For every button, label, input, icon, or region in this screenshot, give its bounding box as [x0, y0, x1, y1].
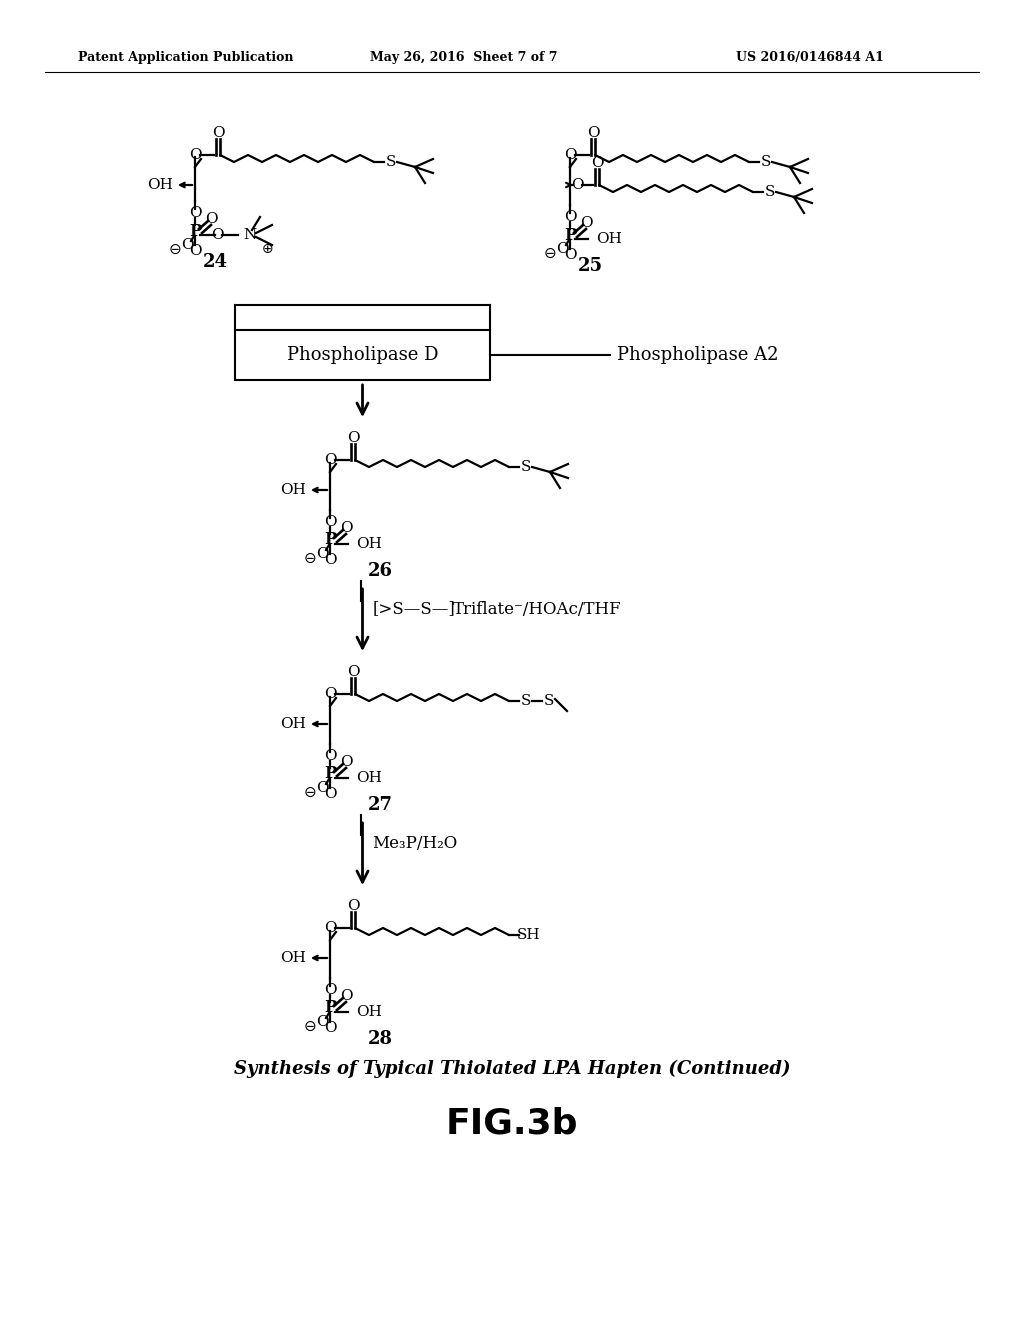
Text: O: O: [212, 125, 224, 140]
Text: O: O: [340, 755, 352, 770]
Text: Phospholipase D: Phospholipase D: [287, 346, 438, 364]
Text: O: O: [591, 156, 603, 170]
Text: O: O: [315, 546, 329, 561]
Text: S: S: [386, 154, 396, 169]
Text: OH: OH: [356, 771, 382, 785]
Text: ⊖: ⊖: [304, 550, 316, 565]
Text: S: S: [544, 694, 554, 708]
Text: O: O: [324, 1020, 336, 1035]
Text: O: O: [324, 921, 336, 935]
Text: O: O: [324, 453, 336, 467]
Text: Synthesis of Typical Thiolated LPA Hapten (Continued): Synthesis of Typical Thiolated LPA Hapte…: [233, 1060, 791, 1078]
Text: P: P: [324, 766, 336, 783]
Text: O: O: [211, 228, 223, 242]
Text: S: S: [765, 185, 775, 199]
Text: O: O: [324, 515, 336, 529]
Text: OH: OH: [356, 537, 382, 550]
Text: 28: 28: [368, 1030, 392, 1048]
Text: S: S: [761, 154, 771, 169]
Text: P: P: [324, 999, 336, 1016]
Text: O: O: [205, 213, 217, 226]
Text: O: O: [587, 125, 599, 140]
Text: O: O: [324, 983, 336, 997]
Text: Me₃P/H₂O: Me₃P/H₂O: [373, 834, 458, 851]
Text: ⊖: ⊖: [169, 242, 181, 256]
Text: S: S: [521, 694, 531, 708]
Text: O: O: [315, 1015, 329, 1030]
Text: ⊖: ⊖: [544, 246, 556, 260]
Text: O: O: [324, 787, 336, 801]
Text: O: O: [570, 178, 584, 191]
Text: OH: OH: [281, 950, 306, 965]
Text: US 2016/0146844 A1: US 2016/0146844 A1: [736, 50, 884, 63]
Text: May 26, 2016  Sheet 7 of 7: May 26, 2016 Sheet 7 of 7: [370, 50, 557, 63]
Text: 27: 27: [368, 796, 392, 814]
Text: Patent Application Publication: Patent Application Publication: [78, 50, 294, 63]
Text: O: O: [188, 206, 202, 220]
Text: N: N: [244, 228, 257, 242]
Text: O: O: [188, 148, 202, 162]
Text: O: O: [315, 781, 329, 795]
Text: Phospholipase A2: Phospholipase A2: [617, 346, 778, 364]
Text: O: O: [347, 899, 359, 913]
Text: O: O: [180, 238, 194, 252]
Text: OH: OH: [147, 178, 173, 191]
Text: O: O: [324, 686, 336, 701]
Text: O: O: [347, 665, 359, 678]
Text: O: O: [556, 242, 568, 256]
Text: SH: SH: [517, 928, 541, 942]
Text: O: O: [580, 216, 592, 230]
Text: [>S—S—]: [>S—S—]: [373, 601, 456, 618]
Text: FIG.3b: FIG.3b: [445, 1107, 579, 1140]
Text: O: O: [188, 244, 202, 257]
Text: O: O: [340, 989, 352, 1003]
Text: ⊕: ⊕: [262, 242, 273, 256]
Text: O: O: [324, 553, 336, 568]
Text: 26: 26: [368, 562, 392, 579]
Text: O: O: [347, 432, 359, 445]
Text: Triflate⁻/HOAc/THF: Triflate⁻/HOAc/THF: [453, 601, 622, 618]
Text: S: S: [521, 459, 531, 474]
Text: 24: 24: [203, 253, 227, 271]
Text: P: P: [324, 532, 336, 549]
Text: ⊖: ⊖: [304, 1019, 316, 1034]
Text: OH: OH: [356, 1005, 382, 1019]
Text: OH: OH: [596, 232, 622, 246]
Bar: [234, 330, 490, 380]
Text: O: O: [324, 748, 336, 763]
Text: O: O: [563, 248, 577, 261]
Text: OH: OH: [281, 717, 306, 731]
Text: P: P: [188, 223, 201, 239]
Text: 25: 25: [578, 257, 602, 275]
Text: O: O: [563, 148, 577, 162]
Text: O: O: [563, 210, 577, 224]
Text: ⊖: ⊖: [304, 784, 316, 800]
Text: O: O: [340, 521, 352, 535]
Text: OH: OH: [281, 483, 306, 498]
Text: P: P: [564, 227, 577, 243]
